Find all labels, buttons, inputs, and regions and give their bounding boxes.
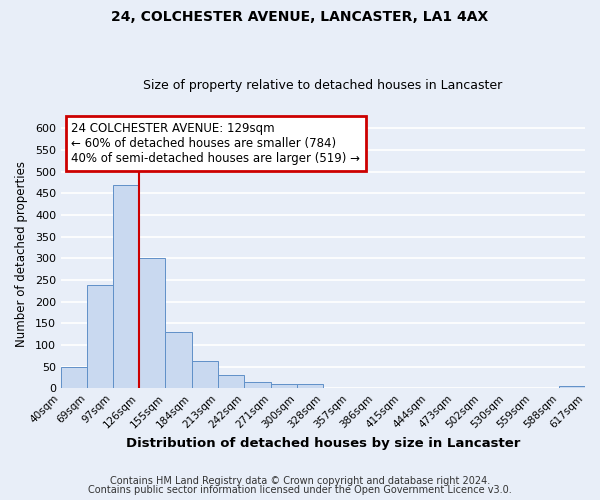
Bar <box>166 332 192 388</box>
Bar <box>244 382 271 388</box>
Bar <box>113 184 139 388</box>
Bar <box>559 386 585 388</box>
Y-axis label: Number of detached properties: Number of detached properties <box>15 161 28 347</box>
Bar <box>61 366 87 388</box>
Text: 24, COLCHESTER AVENUE, LANCASTER, LA1 4AX: 24, COLCHESTER AVENUE, LANCASTER, LA1 4A… <box>112 10 488 24</box>
Text: Contains HM Land Registry data © Crown copyright and database right 2024.: Contains HM Land Registry data © Crown c… <box>110 476 490 486</box>
Bar <box>271 384 297 388</box>
X-axis label: Distribution of detached houses by size in Lancaster: Distribution of detached houses by size … <box>126 437 520 450</box>
Bar <box>297 384 323 388</box>
Bar <box>139 258 166 388</box>
Title: Size of property relative to detached houses in Lancaster: Size of property relative to detached ho… <box>143 79 503 92</box>
Text: 24 COLCHESTER AVENUE: 129sqm
← 60% of detached houses are smaller (784)
40% of s: 24 COLCHESTER AVENUE: 129sqm ← 60% of de… <box>71 122 361 165</box>
Bar <box>87 285 113 389</box>
Text: Contains public sector information licensed under the Open Government Licence v3: Contains public sector information licen… <box>88 485 512 495</box>
Bar <box>192 362 218 388</box>
Bar <box>218 376 244 388</box>
